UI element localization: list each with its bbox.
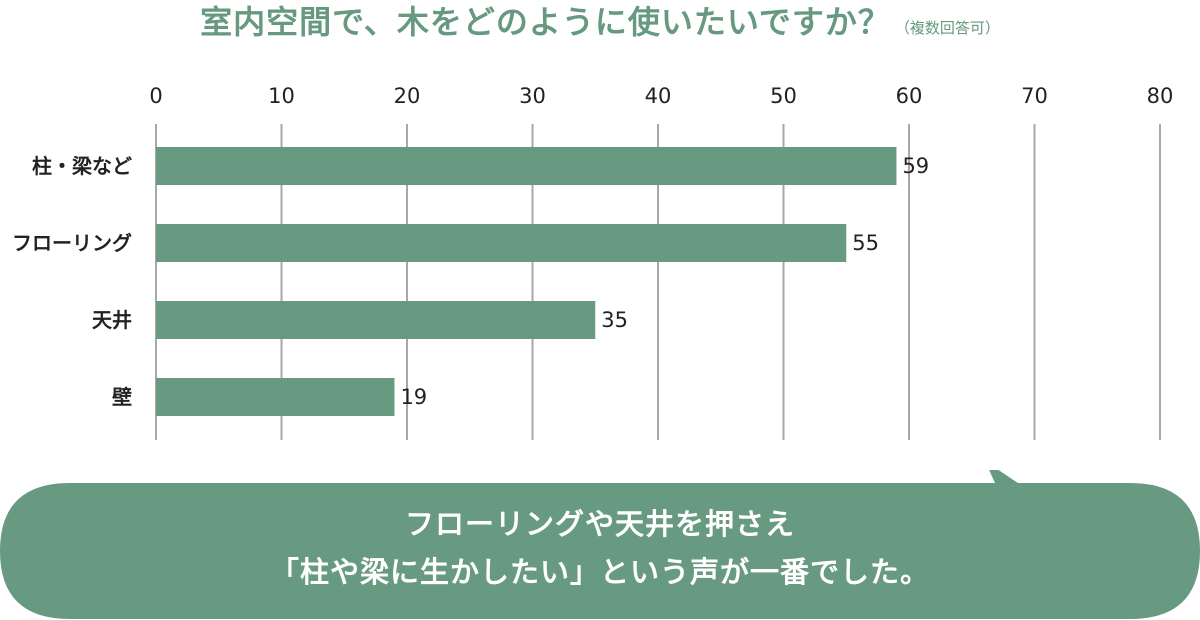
x-tick-label: 50 (770, 84, 797, 108)
x-tick-label: 80 (1147, 84, 1174, 108)
x-tick-label: 70 (1021, 84, 1048, 108)
x-tick-label: 20 (394, 84, 421, 108)
x-tick-label: 40 (645, 84, 672, 108)
bar (156, 378, 395, 416)
chart-title: 室内空間で、木をどのように使いたいですか？ （複数回答可） (0, 0, 1200, 50)
bar-value-label: 35 (601, 308, 628, 332)
bar-value-label: 55 (852, 231, 879, 255)
chart-title-main: 室内空間で、木をどのように使いたいですか？ (200, 3, 891, 41)
category-label: 柱・梁など (32, 154, 132, 178)
callout-line-2: 「柱や梁に生かしたい」という声が一番でした。 (269, 555, 930, 589)
bar (156, 224, 847, 262)
callout-text: フローリングや天井を押さえ 「柱や梁に生かしたい」という声が一番でした。 (0, 500, 1200, 596)
category-label: 壁 (112, 385, 132, 409)
bar (156, 301, 596, 339)
bar-value-label: 59 (902, 154, 929, 178)
category-label: フローリング (12, 231, 132, 255)
category-label: 天井 (92, 308, 132, 332)
x-tick-label: 60 (896, 84, 923, 108)
x-tick-label: 10 (268, 84, 295, 108)
x-tick-label: 30 (519, 84, 546, 108)
x-tick-label: 0 (149, 84, 162, 108)
callout-line-1: フローリングや天井を押さえ (404, 507, 795, 541)
bar-value-label: 19 (400, 385, 427, 409)
bar-chart: 0 10 20 30 40 50 60 70 80 59 柱・梁など 55 フローリング 35 天井 19 壁 (12, 84, 1174, 440)
chart-title-note: （複数回答可） (894, 19, 1000, 37)
bar (156, 147, 897, 185)
